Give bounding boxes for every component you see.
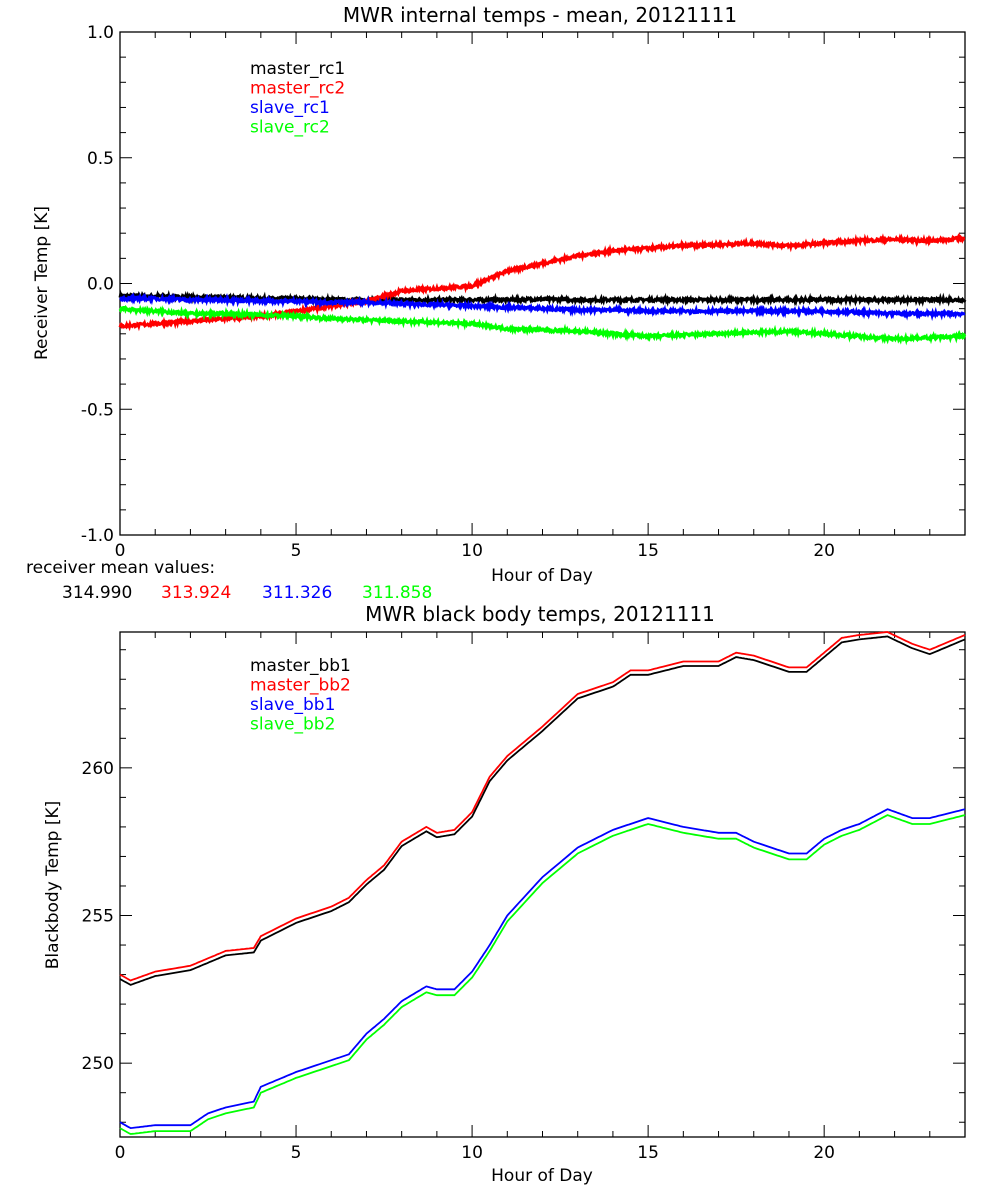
x-tick-label: 10 — [461, 1143, 483, 1163]
series-line-master-bb1 — [119, 635, 966, 986]
y-tick-label: 260 — [82, 759, 114, 779]
receiver-mean-values: receiver mean values: 314.990 313.924 31… — [26, 558, 432, 603]
legend-entry-master-bb1: master_bb1 — [250, 656, 351, 676]
series-line-slave-bb2 — [119, 814, 966, 1135]
chart-title: MWR internal temps - mean, 20121111 — [343, 3, 737, 27]
y-tick-label: 255 — [82, 907, 114, 927]
legend-entry-master-bb2: master_bb2 — [250, 676, 351, 696]
series-line-master-bb2 — [119, 631, 966, 982]
x-axis-label: Hour of Day — [491, 1166, 593, 1186]
x-tick-label: 10 — [461, 541, 483, 561]
y-axis-label: Blackbody Temp [K] — [43, 801, 63, 970]
mean-value-slave-rc1: 311.326 — [262, 583, 332, 603]
receiver-temp-chart: MWR internal temps - mean, 20121111 Hour… — [32, 3, 967, 586]
plot-frame — [119, 31, 966, 536]
x-tick-label: 15 — [637, 1143, 659, 1163]
plot-frame — [119, 631, 966, 1138]
y-tick-label: 250 — [82, 1054, 114, 1074]
legend-entry-master-rc1: master_rc1 — [250, 59, 345, 79]
series-line-slave-rc2 — [118, 304, 967, 346]
x-tick-label: 0 — [115, 1143, 126, 1163]
mean-value-slave-rc2: 311.858 — [362, 583, 432, 603]
legend-entry-slave-rc2: slave_rc2 — [250, 118, 330, 138]
legend-entry-slave-rc1: slave_rc1 — [250, 98, 330, 118]
y-tick-label: 0.5 — [87, 149, 114, 169]
mean-value-master-rc1: 314.990 — [62, 583, 132, 603]
mean-value-master-rc2: 313.924 — [161, 583, 231, 603]
y-tick-label: -0.5 — [81, 400, 114, 420]
legend-entry-slave-bb1: slave_bb1 — [250, 695, 335, 715]
y-axis-label: Receiver Temp [K] — [32, 206, 52, 360]
legend-entry-slave-bb2: slave_bb2 — [250, 715, 335, 735]
blackbody-temp-chart: MWR black body temps, 20121111 Hour of D… — [43, 602, 966, 1186]
x-tick-label: 20 — [813, 541, 835, 561]
series-line-slave-rc1 — [119, 292, 966, 322]
x-tick-label: 15 — [637, 541, 659, 561]
chart-title: MWR black body temps, 20121111 — [365, 602, 715, 626]
mean-values-label: receiver mean values: — [26, 558, 215, 578]
x-tick-label: 5 — [291, 1143, 302, 1163]
x-tick-label: 0 — [115, 541, 126, 561]
x-axis-label: Hour of Day — [491, 566, 593, 586]
y-tick-label: 1.0 — [87, 23, 114, 43]
x-tick-label: 20 — [813, 1143, 835, 1163]
x-tick-label: 5 — [291, 541, 302, 561]
y-tick-label: -1.0 — [81, 526, 114, 546]
y-tick-label: 0.0 — [87, 275, 114, 295]
series-line-slave-bb1 — [119, 808, 966, 1130]
legend-entry-master-rc2: master_rc2 — [250, 79, 345, 99]
